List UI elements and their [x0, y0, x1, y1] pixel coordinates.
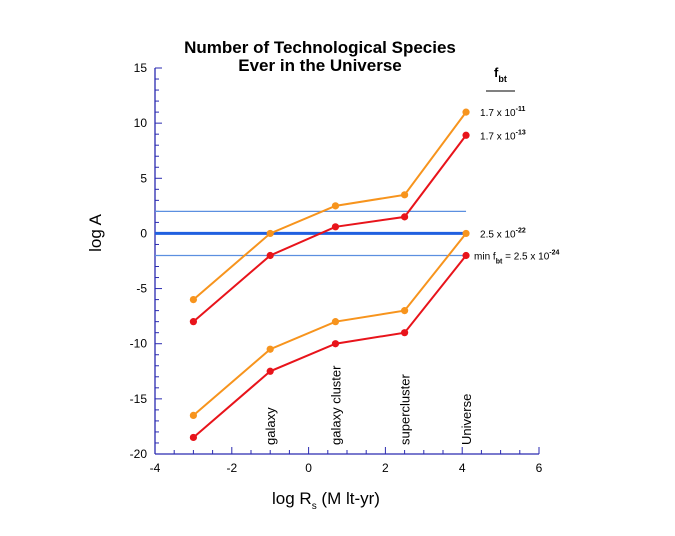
- data-point: [401, 191, 409, 199]
- y-tick-label: 15: [134, 61, 148, 75]
- x-tick-label: 2: [382, 461, 389, 475]
- data-point: [331, 202, 340, 210]
- x-tick-label: 6: [536, 461, 543, 475]
- structure-label: galaxy cluster: [328, 365, 343, 445]
- x-tick-label: -2: [226, 461, 237, 475]
- series-line-1: [192, 134, 467, 323]
- data-point: [331, 340, 340, 348]
- y-tick-label: -20: [130, 447, 148, 461]
- fbt-annotation: 2.5 x 10-22: [480, 227, 526, 240]
- structure-label: galaxy: [263, 407, 278, 445]
- data-point: [189, 296, 197, 304]
- data-point: [462, 251, 470, 260]
- data-point: [331, 223, 340, 231]
- x-tick-label: 0: [305, 461, 312, 475]
- x-tick-label: -4: [150, 461, 161, 475]
- data-point: [401, 329, 409, 337]
- x-tick-label: 4: [459, 461, 466, 475]
- data-point: [401, 307, 409, 315]
- structure-label: Universe: [459, 394, 474, 445]
- data-point: [462, 108, 470, 116]
- fbt-annotation: min fbt = 2.5 x 10-24: [474, 249, 559, 265]
- chart-title-line2: Ever in the Universe: [238, 56, 401, 75]
- y-tick-label: -5: [136, 282, 147, 296]
- data-point: [189, 411, 197, 419]
- data-point: [462, 131, 470, 139]
- data-point: [266, 367, 274, 375]
- chart-title-line1: Number of Technological Species: [184, 38, 456, 57]
- svg-text:fbt: fbt: [494, 65, 507, 84]
- data-point: [266, 251, 274, 260]
- fbt-annotation: 1.7 x 10-13: [480, 129, 526, 142]
- x-axis-label: log Rs (M lt-yr): [272, 489, 380, 512]
- fbt-annotation: 1.7 x 10-11: [480, 106, 525, 119]
- y-tick-label: 10: [134, 116, 148, 130]
- data-point: [266, 345, 274, 353]
- data-point: [189, 318, 197, 326]
- y-tick-label: -15: [130, 392, 148, 406]
- y-tick-label: 0: [140, 226, 147, 240]
- y-axis-label: log A: [86, 213, 105, 251]
- data-point: [189, 433, 197, 442]
- series-line-0: [192, 111, 467, 301]
- data-point: [462, 229, 470, 238]
- y-tick-label: -10: [130, 337, 148, 351]
- data-point: [401, 213, 409, 221]
- annotation-header: fbt: [486, 65, 515, 92]
- data-point: [266, 229, 274, 238]
- data-point: [331, 318, 340, 326]
- y-tick-label: 5: [140, 171, 147, 185]
- structure-label: supercluster: [398, 374, 413, 445]
